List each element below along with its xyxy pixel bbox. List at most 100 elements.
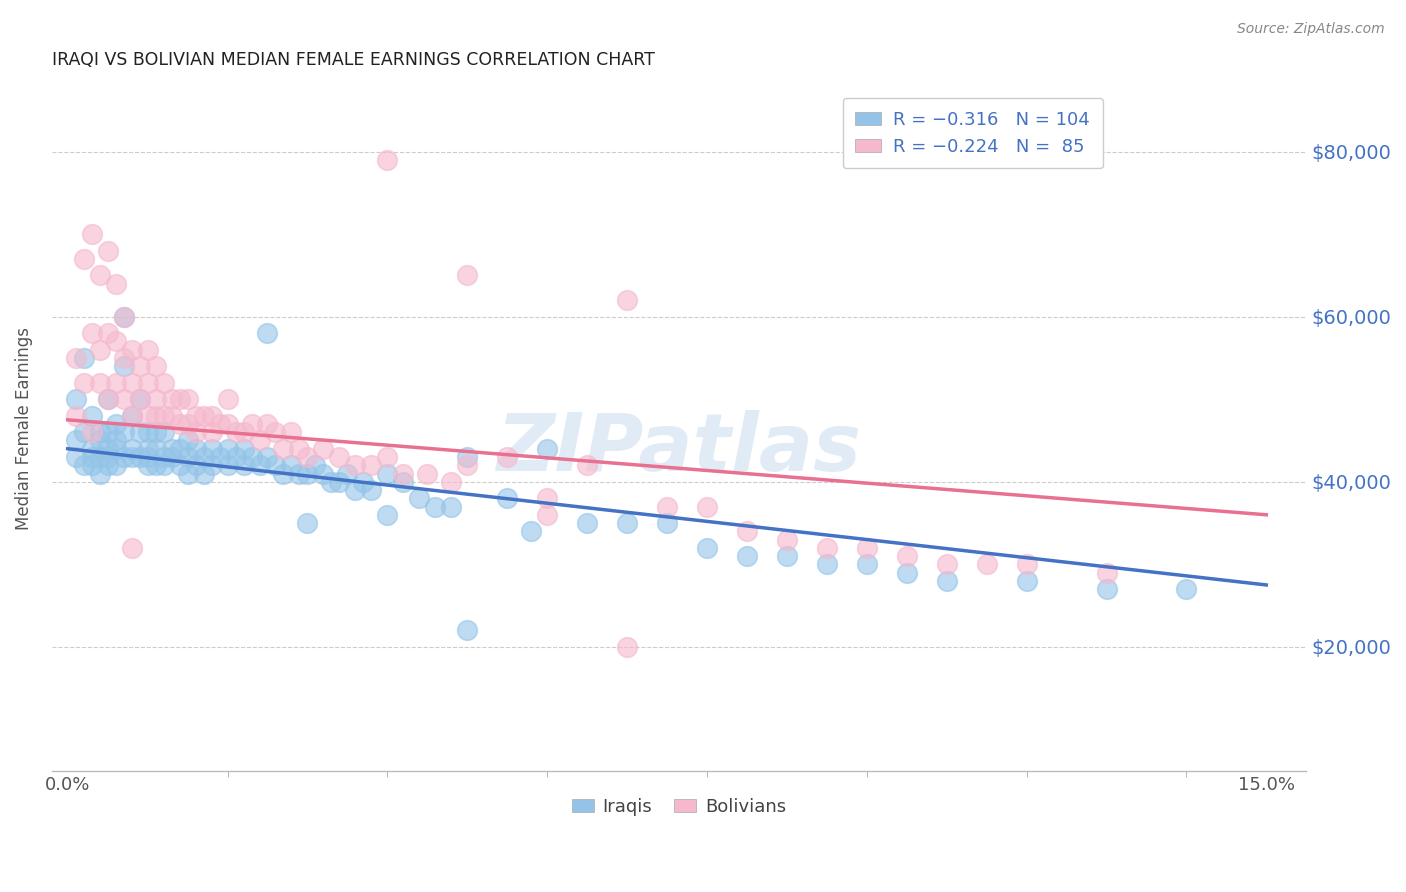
Point (304, 458, 326, 473)
Point (344, 483, 367, 497)
Point (136, 442, 159, 456)
Point (80, 227, 103, 241)
Point (280, 458, 302, 473)
Point (73, 425, 96, 440)
Point (1095, 582, 1118, 596)
Point (104, 277, 127, 291)
Point (89, 268, 111, 283)
Point (855, 541, 877, 555)
Point (208, 450, 231, 464)
Point (776, 533, 799, 547)
Point (145, 425, 167, 440)
Point (121, 409, 143, 423)
Point (217, 392, 239, 407)
Point (128, 359, 150, 374)
Point (200, 458, 222, 473)
Point (855, 558, 877, 572)
Point (121, 442, 143, 456)
Legend: Iraqis, Bolivians: Iraqis, Bolivians (565, 791, 793, 823)
Point (336, 467, 359, 481)
Point (440, 475, 463, 489)
Point (176, 417, 198, 431)
Point (89, 467, 111, 481)
Point (616, 640, 638, 654)
Point (89, 425, 111, 440)
Point (104, 417, 127, 431)
Point (735, 524, 758, 539)
Point (176, 392, 198, 407)
Point (104, 334, 127, 349)
Point (97, 442, 120, 456)
Point (392, 467, 415, 481)
Point (200, 425, 222, 440)
Point (80, 450, 103, 464)
Point (935, 574, 957, 588)
Point (169, 458, 191, 473)
Point (456, 458, 478, 473)
Point (280, 425, 302, 440)
Point (297, 467, 319, 481)
Point (73, 252, 96, 266)
Point (375, 153, 398, 167)
Point (184, 458, 207, 473)
Point (65, 351, 87, 365)
Point (176, 467, 198, 481)
Point (65, 450, 87, 464)
Point (176, 434, 198, 448)
Point (80, 458, 103, 473)
Point (184, 425, 207, 440)
Point (232, 425, 254, 440)
Point (249, 458, 271, 473)
Point (184, 442, 207, 456)
Point (97, 392, 120, 407)
Point (152, 409, 174, 423)
Point (80, 442, 103, 456)
Point (104, 376, 127, 390)
Point (217, 458, 239, 473)
Point (152, 376, 174, 390)
Point (112, 450, 135, 464)
Point (440, 500, 463, 514)
Point (312, 467, 335, 481)
Point (145, 392, 167, 407)
Point (232, 442, 254, 456)
Point (121, 541, 143, 555)
Text: IRAQI VS BOLIVIAN MEDIAN FEMALE EARNINGS CORRELATION CHART: IRAQI VS BOLIVIAN MEDIAN FEMALE EARNINGS… (52, 51, 655, 69)
Point (200, 442, 222, 456)
Point (536, 442, 558, 456)
Point (273, 442, 295, 456)
Point (256, 417, 278, 431)
Point (152, 458, 174, 473)
Point (104, 434, 127, 448)
Point (121, 450, 143, 464)
Point (392, 475, 415, 489)
Point (112, 351, 135, 365)
Point (352, 475, 374, 489)
Point (104, 458, 127, 473)
Point (128, 392, 150, 407)
Point (97, 244, 120, 258)
Point (456, 624, 478, 638)
Point (536, 508, 558, 522)
Point (136, 425, 159, 440)
Point (97, 326, 120, 341)
Point (136, 376, 159, 390)
Point (815, 558, 838, 572)
Point (121, 376, 143, 390)
Point (145, 458, 167, 473)
Point (121, 409, 143, 423)
Point (297, 516, 319, 530)
Point (456, 268, 478, 283)
Point (193, 450, 215, 464)
Point (112, 359, 135, 374)
Y-axis label: Median Female Earnings: Median Female Earnings (15, 326, 32, 530)
Point (97, 458, 120, 473)
Point (112, 425, 135, 440)
Point (896, 566, 918, 580)
Point (89, 450, 111, 464)
Point (73, 376, 96, 390)
Point (193, 409, 215, 423)
Point (65, 409, 87, 423)
Point (328, 475, 350, 489)
Point (128, 392, 150, 407)
